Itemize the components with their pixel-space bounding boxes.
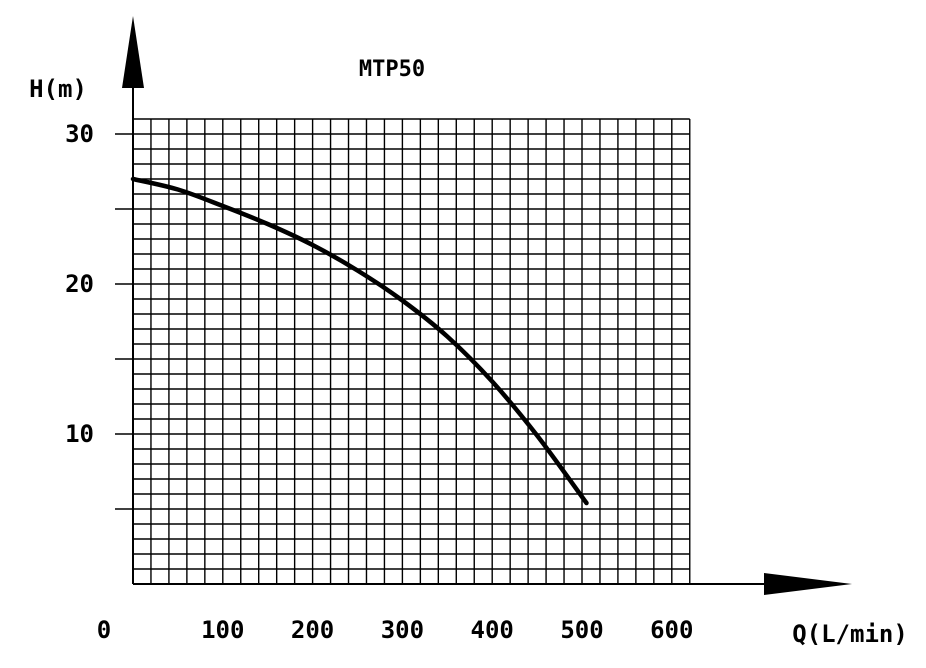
x-tick-label: 300 bbox=[381, 616, 424, 644]
x-axis-arrow bbox=[764, 573, 852, 595]
y-axis-arrow bbox=[122, 16, 144, 88]
grid bbox=[133, 118, 691, 584]
y-axis-ticks bbox=[115, 133, 133, 510]
y-axis-label: H(m) bbox=[29, 75, 87, 103]
x-tick-label: 100 bbox=[201, 616, 244, 644]
x-tick-label: 400 bbox=[471, 616, 514, 644]
head-flow-curve bbox=[130, 176, 589, 506]
x-tick-label: 200 bbox=[291, 616, 334, 644]
chart-title: MTP50 bbox=[359, 57, 425, 82]
x-axis-label: Q(L/min) bbox=[792, 620, 908, 648]
y-tick-label: 10 bbox=[65, 420, 94, 448]
tick-labels: 0 100 200 300 400 500 600 10 20 30 bbox=[65, 120, 693, 644]
x-tick-label: 500 bbox=[560, 616, 603, 644]
y-tick-label: 20 bbox=[65, 270, 94, 298]
x-tick-label: 0 bbox=[97, 616, 111, 644]
axes bbox=[122, 16, 852, 595]
x-tick-label: 600 bbox=[650, 616, 693, 644]
y-tick-label: 30 bbox=[65, 120, 94, 148]
series bbox=[130, 176, 589, 506]
